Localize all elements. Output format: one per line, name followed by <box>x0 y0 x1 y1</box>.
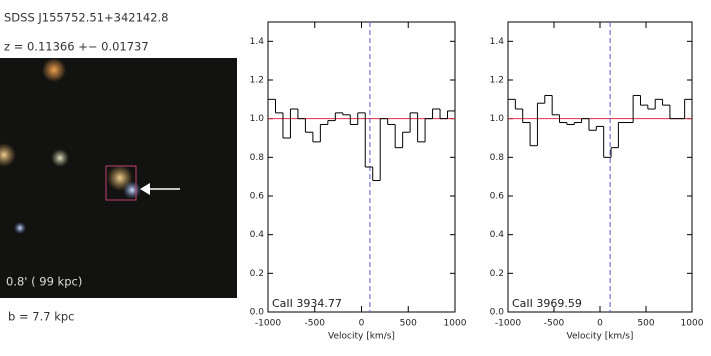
y-tick-label: 1.2 <box>490 76 504 86</box>
redshift: z = 0.11366 +− 0.01737 <box>4 40 149 54</box>
object-name: SDSS J155752.51+342142.8 <box>4 11 169 25</box>
sky-image <box>0 58 237 298</box>
x-tick-label: -500 <box>305 319 326 329</box>
x-tick-label: 0 <box>597 319 603 329</box>
plot-frame <box>267 21 456 313</box>
x-tick-label: 500 <box>400 319 417 329</box>
x-tick-label: 1000 <box>681 319 704 329</box>
scale-label: 0.8' ( 99 kpc) <box>6 275 82 289</box>
x-tick-label: 0 <box>359 319 365 329</box>
line-label: CaII 3934.77 <box>272 297 342 310</box>
y-tick-label: 0.2 <box>490 269 504 279</box>
x-axis-label: Velocity [km/s] <box>567 332 634 342</box>
x-tick-label: -1000 <box>255 319 281 329</box>
x-axis-label: Velocity [km/s] <box>328 332 395 342</box>
y-tick-label: 0.4 <box>250 230 265 240</box>
impact-parameter: b = 7.7 kpc <box>8 310 74 324</box>
y-tick-label: 1.0 <box>250 114 265 124</box>
y-tick-label: 0.0 <box>490 308 505 318</box>
y-tick-label: 0.0 <box>250 308 265 318</box>
plot-frame <box>507 21 693 313</box>
y-tick-label: 0.2 <box>250 269 264 279</box>
y-tick-label: 1.2 <box>250 76 264 86</box>
y-tick-label: 0.8 <box>250 153 265 163</box>
x-tick-label: 500 <box>637 319 654 329</box>
y-tick-label: 1.4 <box>250 37 265 47</box>
line-label: CaII 3969.59 <box>512 297 582 310</box>
y-tick-label: 1.4 <box>490 37 505 47</box>
y-tick-label: 0.6 <box>250 192 265 202</box>
y-tick-label: 0.8 <box>490 153 505 163</box>
y-tick-label: 0.4 <box>490 230 505 240</box>
x-tick-label: -1000 <box>495 319 521 329</box>
x-tick-label: 1000 <box>444 319 467 329</box>
y-tick-label: 1.0 <box>490 114 505 124</box>
y-tick-label: 0.6 <box>490 192 505 202</box>
x-tick-label: -500 <box>544 319 565 329</box>
